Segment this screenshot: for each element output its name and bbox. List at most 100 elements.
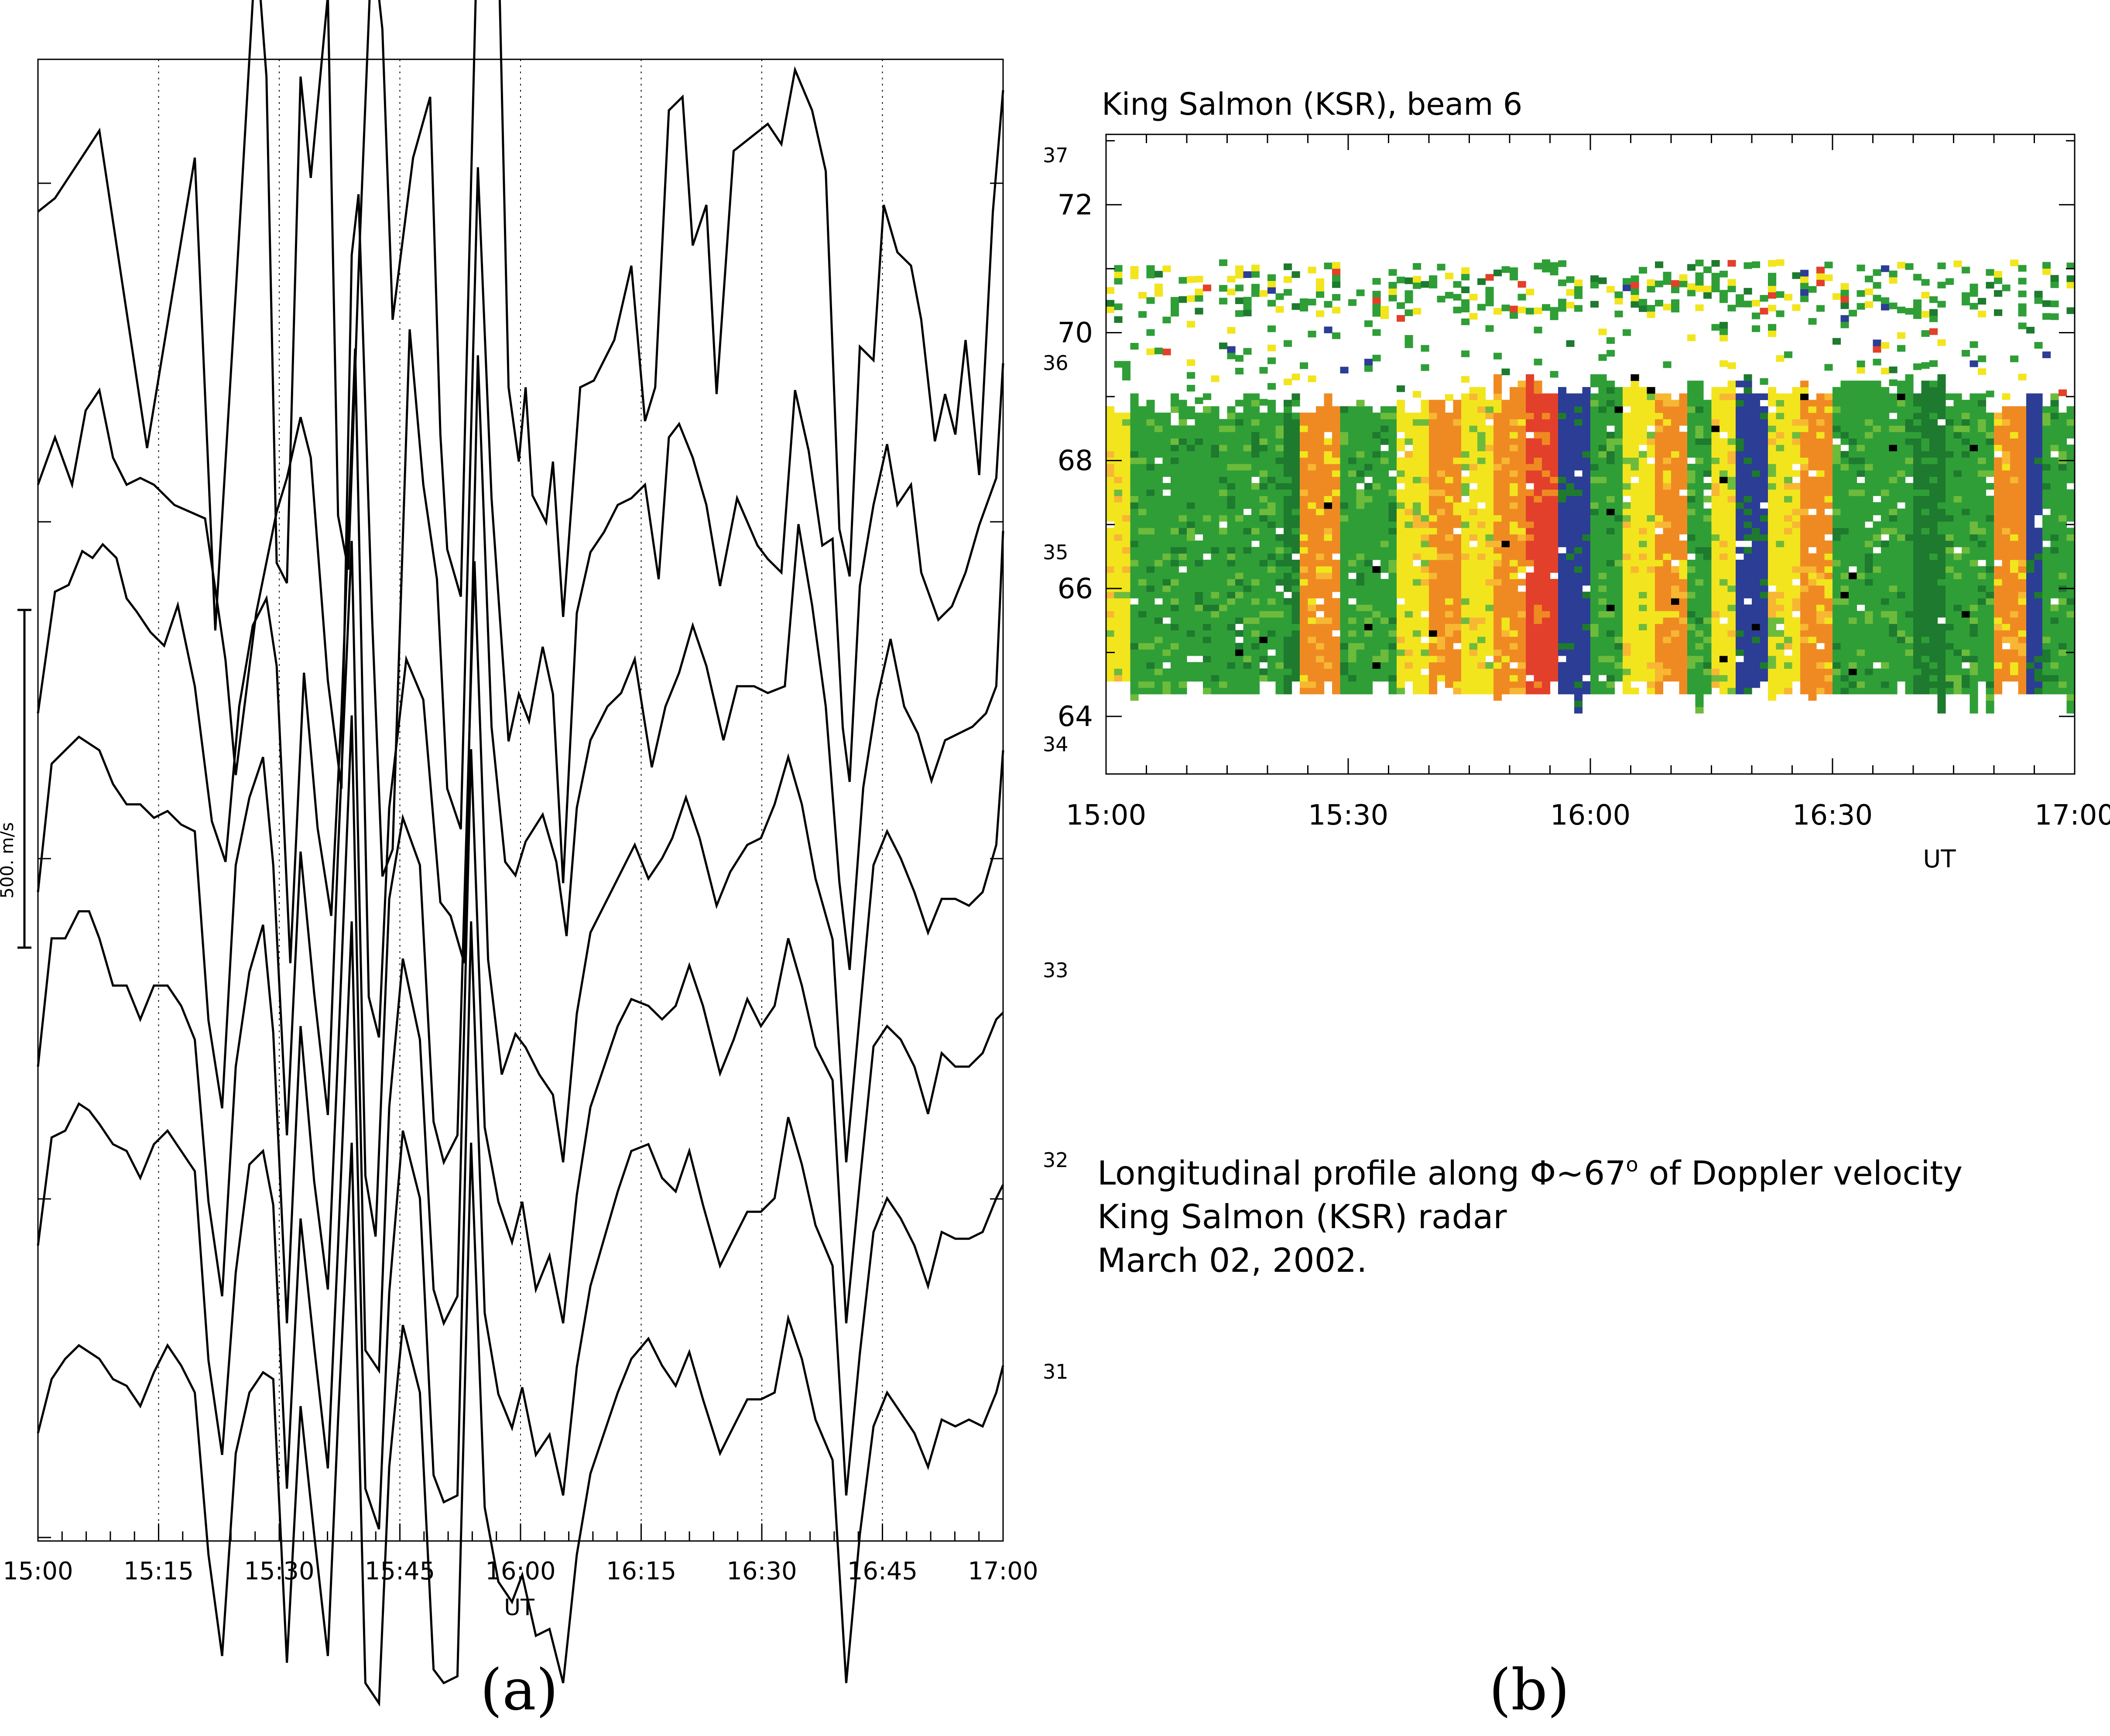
heatmap-cell <box>1445 566 1454 573</box>
heatmap-cell <box>1808 438 1817 445</box>
heatmap-cell <box>1461 267 1470 274</box>
heatmap-cell <box>1380 489 1389 496</box>
heatmap-cell <box>1687 675 1696 682</box>
heatmap-cell <box>1792 304 1801 311</box>
heatmap-cell <box>1598 611 1607 618</box>
heatmap-cell <box>1808 668 1817 675</box>
heatmap-cell <box>1195 579 1203 586</box>
heatmap-cell <box>1316 592 1325 599</box>
heatmap-cell <box>1727 285 1736 292</box>
heatmap-cell <box>1461 445 1470 452</box>
heatmap-cell <box>1388 547 1397 554</box>
heatmap-cell <box>1138 553 1147 560</box>
heatmap-cell <box>1752 515 1761 522</box>
heatmap-cell <box>1291 636 1300 644</box>
heatmap-cell <box>1162 579 1171 586</box>
heatmap-cell <box>1792 643 1801 650</box>
heatmap-cell <box>1534 425 1542 432</box>
heatmap-cell <box>1905 643 1914 650</box>
heatmap-cell <box>1243 457 1252 464</box>
heatmap-cell <box>1558 400 1567 407</box>
heatmap-cell <box>1566 276 1575 283</box>
heatmap-cell <box>1703 662 1712 669</box>
heatmap-cell <box>1413 547 1422 554</box>
heatmap-cell <box>1865 547 1874 554</box>
heatmap-cell <box>1720 547 1728 554</box>
heatmap-cell <box>1485 464 1494 471</box>
heatmap-cell <box>1752 438 1761 445</box>
heatmap-cell <box>1623 585 1631 592</box>
heatmap-cell <box>1235 457 1244 464</box>
heatmap-cell <box>1606 387 1615 394</box>
heatmap-cell <box>1727 412 1736 419</box>
heatmap-cell <box>1558 527 1567 534</box>
heatmap-cell <box>1316 662 1325 669</box>
heatmap-cell <box>1122 636 1131 644</box>
heatmap-cell <box>1550 547 1559 554</box>
heatmap-cell <box>1752 325 1761 332</box>
heatmap-cell <box>1800 289 1809 296</box>
heatmap-cell <box>1316 585 1325 592</box>
heatmap-cell <box>1752 393 1761 400</box>
heatmap-cell <box>1630 438 1639 445</box>
heatmap-cell <box>1404 483 1413 490</box>
heatmap-cell <box>1574 604 1583 611</box>
heatmap-cell <box>1655 300 1664 307</box>
heatmap-cell <box>1243 431 1252 438</box>
heatmap-cell <box>1485 425 1494 432</box>
heatmap-cell <box>1792 425 1801 432</box>
heatmap-cell <box>1606 534 1615 541</box>
heatmap-cell <box>1558 534 1567 541</box>
heatmap-cell <box>1372 310 1381 317</box>
heatmap-cell <box>1542 534 1551 541</box>
heatmap-cell <box>1461 419 1470 426</box>
heatmap-cell <box>1574 688 1583 695</box>
heatmap-cell <box>1574 623 1583 630</box>
heatmap-cell <box>1849 604 1857 611</box>
heatmap-cell <box>1614 412 1623 419</box>
heatmap-cell <box>1558 483 1567 490</box>
heatmap-cell <box>1857 649 1865 656</box>
heatmap-cell <box>1873 508 1881 515</box>
heatmap-cell <box>1445 502 1454 509</box>
heatmap-cell <box>1146 400 1155 407</box>
heatmap-cell <box>1663 483 1672 490</box>
heatmap-cell <box>1776 355 1785 362</box>
heatmap-cell <box>1671 521 1680 528</box>
heatmap-cell <box>1542 259 1551 266</box>
heatmap-cell <box>1703 431 1712 438</box>
heatmap-cell <box>1768 521 1777 528</box>
heatmap-cell <box>1897 380 1906 387</box>
heatmap-cell <box>1324 604 1332 611</box>
heatmap-cell <box>1647 649 1655 656</box>
heatmap-cell <box>1429 464 1438 471</box>
heatmap-cell <box>1517 445 1526 452</box>
heatmap-cell <box>1316 476 1325 483</box>
heatmap-cell <box>1243 425 1252 432</box>
heatmap-cell <box>1138 527 1147 534</box>
heatmap-cell <box>1421 281 1429 288</box>
heatmap-cell <box>1606 515 1615 522</box>
heatmap-cell <box>1243 400 1252 407</box>
heatmap-cell <box>1655 681 1664 688</box>
heatmap-cell <box>1833 611 1841 618</box>
heatmap-cell <box>1550 534 1559 541</box>
heatmap-cell <box>1453 425 1462 432</box>
heatmap-cell <box>1106 547 1115 554</box>
heatmap-cell <box>1639 502 1648 509</box>
heatmap-cell <box>1203 451 1212 458</box>
heatmap-cell <box>1768 324 1777 331</box>
heatmap-cell <box>1162 559 1171 567</box>
heatmap-cell <box>1889 302 1898 309</box>
heatmap-cell <box>1574 617 1583 624</box>
heatmap-cell <box>1639 267 1648 274</box>
heatmap-cell <box>1510 406 1518 413</box>
heatmap-cell <box>1211 375 1219 382</box>
heatmap-cell <box>1598 585 1607 592</box>
heatmap-cell <box>1445 675 1454 682</box>
heatmap-cell <box>1130 515 1139 522</box>
heatmap-cell <box>1526 419 1535 426</box>
heatmap-cell <box>1324 521 1332 528</box>
heatmap-cell <box>1736 534 1744 541</box>
heatmap-cell <box>1743 508 1752 515</box>
